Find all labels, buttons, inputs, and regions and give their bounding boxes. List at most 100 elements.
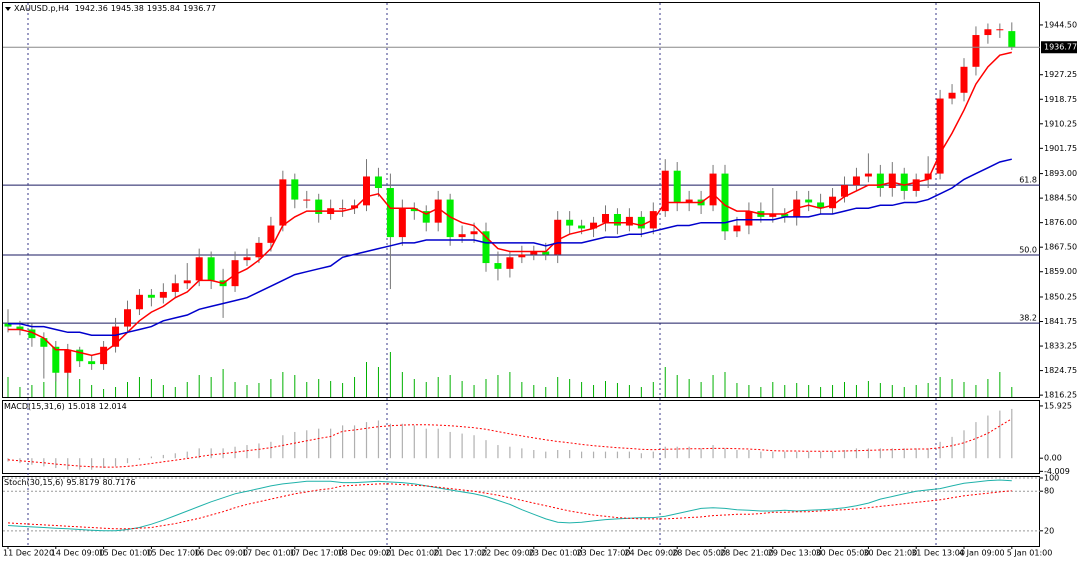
candle-body <box>685 199 693 203</box>
candle-body <box>279 179 287 226</box>
menu-arrow[interactable] <box>5 7 11 11</box>
y-tick-label: 1841.75 <box>1044 317 1077 326</box>
candle-body <box>339 208 347 210</box>
high-value: 1945.38 <box>110 4 144 13</box>
candle-body <box>912 179 920 191</box>
candle-body <box>88 361 96 365</box>
candle-body <box>363 176 370 206</box>
main-pane <box>2 2 1040 398</box>
indicator-line <box>7 483 1012 530</box>
x-tick-label: 23 Dec 17:00 <box>577 549 631 558</box>
y-tick-label: 1850.25 <box>1044 292 1077 301</box>
candle-body <box>100 346 108 365</box>
y-tick-label: 0.00 <box>1044 454 1062 463</box>
candle-body <box>948 92 956 99</box>
y-tick-label: 1824.75 <box>1044 366 1077 375</box>
x-tick-label: 15 Dec 17:00 <box>146 549 200 558</box>
candle-body <box>518 254 526 258</box>
candle-body <box>733 225 741 232</box>
candle-body <box>434 199 442 223</box>
y-tick-label: 1893.00 <box>1044 169 1077 178</box>
y-tick-label: 1884.50 <box>1044 194 1077 203</box>
candle-body <box>578 225 586 229</box>
x-tick-label: 16 Dec 09:00 <box>194 549 248 558</box>
y-tick-label: 20 <box>1044 526 1054 535</box>
candle-body <box>984 29 992 36</box>
candle-body <box>781 213 789 217</box>
candle-body <box>900 173 908 191</box>
stoch-title: Stoch(30,15,6) <box>4 478 64 487</box>
x-tick-label: 18 Dec 09:00 <box>338 549 392 558</box>
x-tick-label: 5 Jan 01:00 <box>1007 549 1053 558</box>
candle-body <box>267 225 275 243</box>
candle-body <box>769 213 777 217</box>
candle-body <box>554 219 562 255</box>
y-tick-label: 1927.25 <box>1044 70 1077 79</box>
symbol: XAUUSD.p,H4 <box>14 4 70 13</box>
candle-body <box>147 294 155 298</box>
x-tick-label: 11 Dec 2020 <box>3 549 54 558</box>
y-tick-label: 80 <box>1044 487 1054 496</box>
price-label: 1936.77 <box>1044 43 1077 52</box>
candle-body <box>602 213 609 223</box>
fibo-label: 50.0 <box>1019 245 1037 254</box>
stoch-main-value: 95.8179 <box>66 478 100 487</box>
macd-signal-value: 12.014 <box>98 402 127 411</box>
candle-body <box>972 35 980 67</box>
main-header: XAUUSD.p,H4 1942.36 1945.38 1935.84 1936.77 <box>14 4 219 13</box>
candle-body <box>482 231 490 264</box>
candle-body <box>303 199 311 201</box>
candle-body <box>171 283 179 292</box>
candle-body <box>864 173 872 177</box>
candle-body <box>852 176 860 186</box>
candle-body <box>805 199 813 203</box>
candle-body <box>16 326 24 330</box>
y-tick-label: 1876.00 <box>1044 218 1077 227</box>
candle-body <box>566 219 574 226</box>
x-tick-label: 17 Dec 17:00 <box>290 549 344 558</box>
candle-body <box>410 208 418 212</box>
candle-body <box>458 234 466 238</box>
candle-body <box>876 173 884 189</box>
candle-body <box>673 170 681 203</box>
stoch-pane <box>2 476 1040 547</box>
candle-body <box>924 173 932 180</box>
y-tick-label: 1918.75 <box>1044 95 1077 104</box>
candle-body <box>1008 31 1016 48</box>
candle-body <box>124 309 131 327</box>
close-value: 1936.77 <box>183 4 217 13</box>
moving-average <box>8 158 1012 336</box>
candle-body <box>76 349 84 362</box>
candle-body <box>542 251 550 255</box>
candle-body <box>637 216 645 229</box>
fibo-label: 61.8 <box>1019 176 1037 185</box>
y-tick-label: 100 <box>1044 473 1059 482</box>
candle-body <box>817 202 825 209</box>
x-tick-label: 24 Dec 09:00 <box>624 549 678 558</box>
candle-body <box>28 329 36 339</box>
candle-body <box>195 257 203 281</box>
candle-body <box>470 231 478 235</box>
candle-body <box>40 338 48 347</box>
candle-body <box>135 294 143 310</box>
candle-body <box>721 173 729 232</box>
macd-header: MACD(15,31,6) 15.018 12.014 <box>4 402 130 411</box>
y-tick-label: 1833.25 <box>1044 342 1077 351</box>
moving-average <box>8 51 1012 357</box>
y-tick-label: 1859.00 <box>1044 267 1077 276</box>
candle-body <box>960 66 968 93</box>
x-tick-label: 22 Dec 09:00 <box>481 549 535 558</box>
candle-body <box>888 173 896 189</box>
x-tick-label: 17 Dec 01:00 <box>242 549 296 558</box>
y-tick-label: 1944.50 <box>1044 20 1077 29</box>
macd-value: 15.018 <box>67 402 96 411</box>
candle-body <box>829 196 837 209</box>
candle-body <box>112 326 120 347</box>
macd-title: MACD(15,31,6) <box>4 402 65 411</box>
open-value: 1942.36 <box>74 4 108 13</box>
candle-body <box>351 205 359 209</box>
x-tick-label: 28 Dec 05:00 <box>672 549 726 558</box>
y-tick-label: 1867.50 <box>1044 243 1077 252</box>
